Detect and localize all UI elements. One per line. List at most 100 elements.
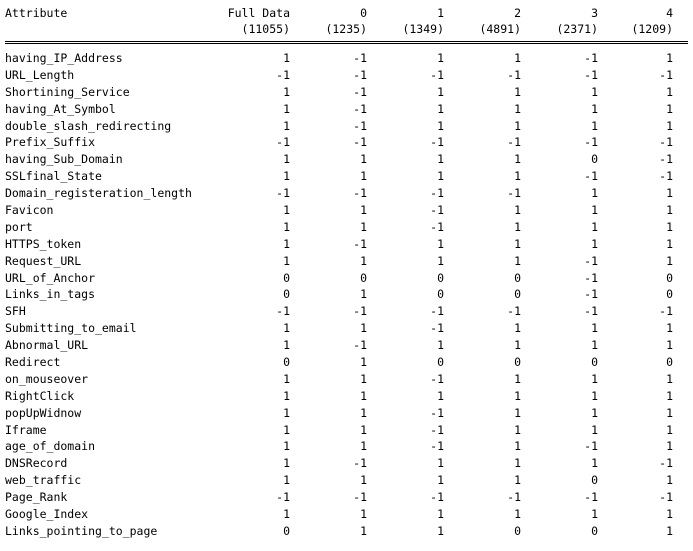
table-cell-value: 0 [591, 152, 598, 167]
table-row: URL_of_Anchor 0 0 0 0 -1 0 [5, 270, 688, 287]
attribute-name: double_slash_redirecting [5, 118, 172, 133]
table-cell-value: -1 [353, 135, 367, 150]
table-row: having_Sub_Domain 1 1 1 1 0 -1 [5, 151, 688, 168]
table-cell-value: -1 [430, 371, 444, 386]
attribute-name: Links_pointing_to_page [5, 523, 158, 538]
table-cell-value: 1 [283, 236, 290, 251]
table-cell-value: -1 [659, 135, 673, 150]
table-row: Abnormal_URL 1 -1 1 1 1 1 [5, 337, 688, 354]
table-row: double_slash_redirecting 1 -1 1 1 1 1 [5, 118, 688, 135]
table-cell-value: 1 [437, 51, 444, 65]
table-cell-value: -1 [659, 490, 673, 505]
table-cell-value: -1 [507, 135, 521, 150]
table-cell-value: 1 [360, 219, 367, 234]
table-cell-value: 0 [666, 355, 673, 370]
attribute-name: on_mouseover [5, 371, 89, 386]
table-cell-value: 1 [283, 422, 290, 437]
attribute-name: SSLfinal_State [5, 169, 102, 184]
table-row: Favicon 1 1 -1 1 1 1 [5, 202, 688, 219]
table-cell-value: 1 [514, 456, 521, 471]
table-row: having_IP_Address 1 -1 1 1 -1 1 [5, 50, 688, 67]
attribute-name: Domain_registeration_length [5, 186, 192, 201]
table-cell-value: 1 [360, 371, 367, 386]
table-row: Redirect 0 1 0 0 0 0 [5, 354, 688, 371]
table-cell-value: 0 [437, 287, 444, 302]
table-cell-value: 1 [666, 236, 673, 251]
table-cell-value: 1 [360, 203, 367, 218]
table-cell-value: 1 [514, 152, 521, 167]
table-cell-value: 1 [283, 118, 290, 133]
table-cell-value: 1 [437, 152, 444, 167]
table-cell-value: -1 [276, 490, 290, 505]
attribute-name: Abnormal_URL [5, 338, 89, 353]
table-cell-value: 1 [437, 169, 444, 184]
table-cell-value: -1 [430, 439, 444, 454]
table-cell-value: -1 [353, 490, 367, 505]
table-cell-value: -1 [276, 304, 290, 319]
table-cell-value: 1 [283, 388, 290, 403]
table-cell-value: -1 [353, 304, 367, 319]
table-cell-value: 1 [437, 388, 444, 403]
table-cell-value: 1 [666, 186, 673, 201]
table-cell-value: 1 [437, 338, 444, 353]
column-header-cluster-4: 4 [666, 6, 673, 20]
attribute-name: age_of_domain [5, 439, 96, 454]
header-row-counts: (11055) (1235) (1349) (4891) (2371) (120… [5, 21, 688, 37]
table-cell-value: -1 [430, 321, 444, 336]
table-row: Links_in_tags 0 1 0 0 -1 0 [5, 286, 688, 303]
table-cell-value: 1 [666, 388, 673, 403]
table-cell-value: 1 [283, 51, 290, 65]
table-cell-value: 1 [514, 507, 521, 522]
table-cell-value: 1 [666, 253, 673, 268]
table-row: SSLfinal_State 1 1 1 1 -1 -1 [5, 168, 688, 185]
table-cell-value: 1 [666, 439, 673, 454]
table-cell-value: 1 [666, 203, 673, 218]
table-body: having_IP_Address 1 -1 1 1 -1 1 URL_Length -1 -1 -… [5, 50, 688, 540]
table-cell-value: 1 [360, 422, 367, 437]
table-cell-value: 1 [514, 118, 521, 133]
cluster-table: Attribute Full Data 0 1 2 3 4 (11055) (1… [5, 0, 688, 540]
table-cell-value: 1 [591, 236, 598, 251]
table-cell-value: -1 [584, 439, 598, 454]
table-cell-value: 1 [360, 169, 367, 184]
table-cell-value: -1 [430, 67, 444, 82]
table-row: having_At_Symbol 1 -1 1 1 1 1 [5, 101, 688, 118]
table-row: Prefix_Suffix -1 -1 -1 -1 -1 -1 [5, 134, 688, 151]
column-header-cluster-1: 1 [437, 6, 444, 20]
table-cell-value: -1 [430, 219, 444, 234]
table-cell-value: -1 [430, 135, 444, 150]
table-cell-value: 0 [514, 355, 521, 370]
table-cell-value: 1 [283, 371, 290, 386]
table-cell-value: 1 [666, 523, 673, 538]
table-row: RightClick 1 1 1 1 1 1 [5, 388, 688, 405]
table-cell-value: 0 [514, 270, 521, 285]
attribute-name: port [5, 219, 33, 234]
header-row-labels: Attribute Full Data 0 1 2 3 4 [5, 5, 688, 21]
table-cell-value: 1 [514, 203, 521, 218]
attribute-name: URL_of_Anchor [5, 270, 96, 285]
table-cell-value: 1 [591, 118, 598, 133]
table-cell-value: 1 [360, 439, 367, 454]
table-row: Google_Index 1 1 1 1 1 1 [5, 506, 688, 523]
attribute-name: Request_URL [5, 253, 82, 268]
table-row: Submitting_to_email 1 1 -1 1 1 1 [5, 320, 688, 337]
table-cell-value: 1 [360, 253, 367, 268]
table-cell-value: -1 [276, 67, 290, 82]
table-row: on_mouseover 1 1 -1 1 1 1 [5, 371, 688, 388]
table-cell-value: 1 [514, 84, 521, 99]
table-cell-value: 1 [514, 101, 521, 116]
table-cell-value: 1 [666, 51, 673, 65]
table-cell-value: 1 [591, 101, 598, 116]
table-row: Request_URL 1 1 1 1 -1 1 [5, 253, 688, 270]
table-cell-value: 1 [360, 388, 367, 403]
table-row: age_of_domain 1 1 -1 1 -1 1 [5, 438, 688, 455]
table-cell-value: 1 [591, 388, 598, 403]
table-cell-value: -1 [276, 135, 290, 150]
table-cell-value: 0 [514, 287, 521, 302]
attribute-header: Attribute [5, 6, 68, 20]
table-cell-value: -1 [584, 67, 598, 82]
table-cell-value: 1 [666, 473, 673, 488]
table-cell-value: -1 [584, 253, 598, 268]
table-cell-value: 1 [437, 253, 444, 268]
table-row: DNSRecord 1 -1 1 1 1 -1 [5, 455, 688, 472]
